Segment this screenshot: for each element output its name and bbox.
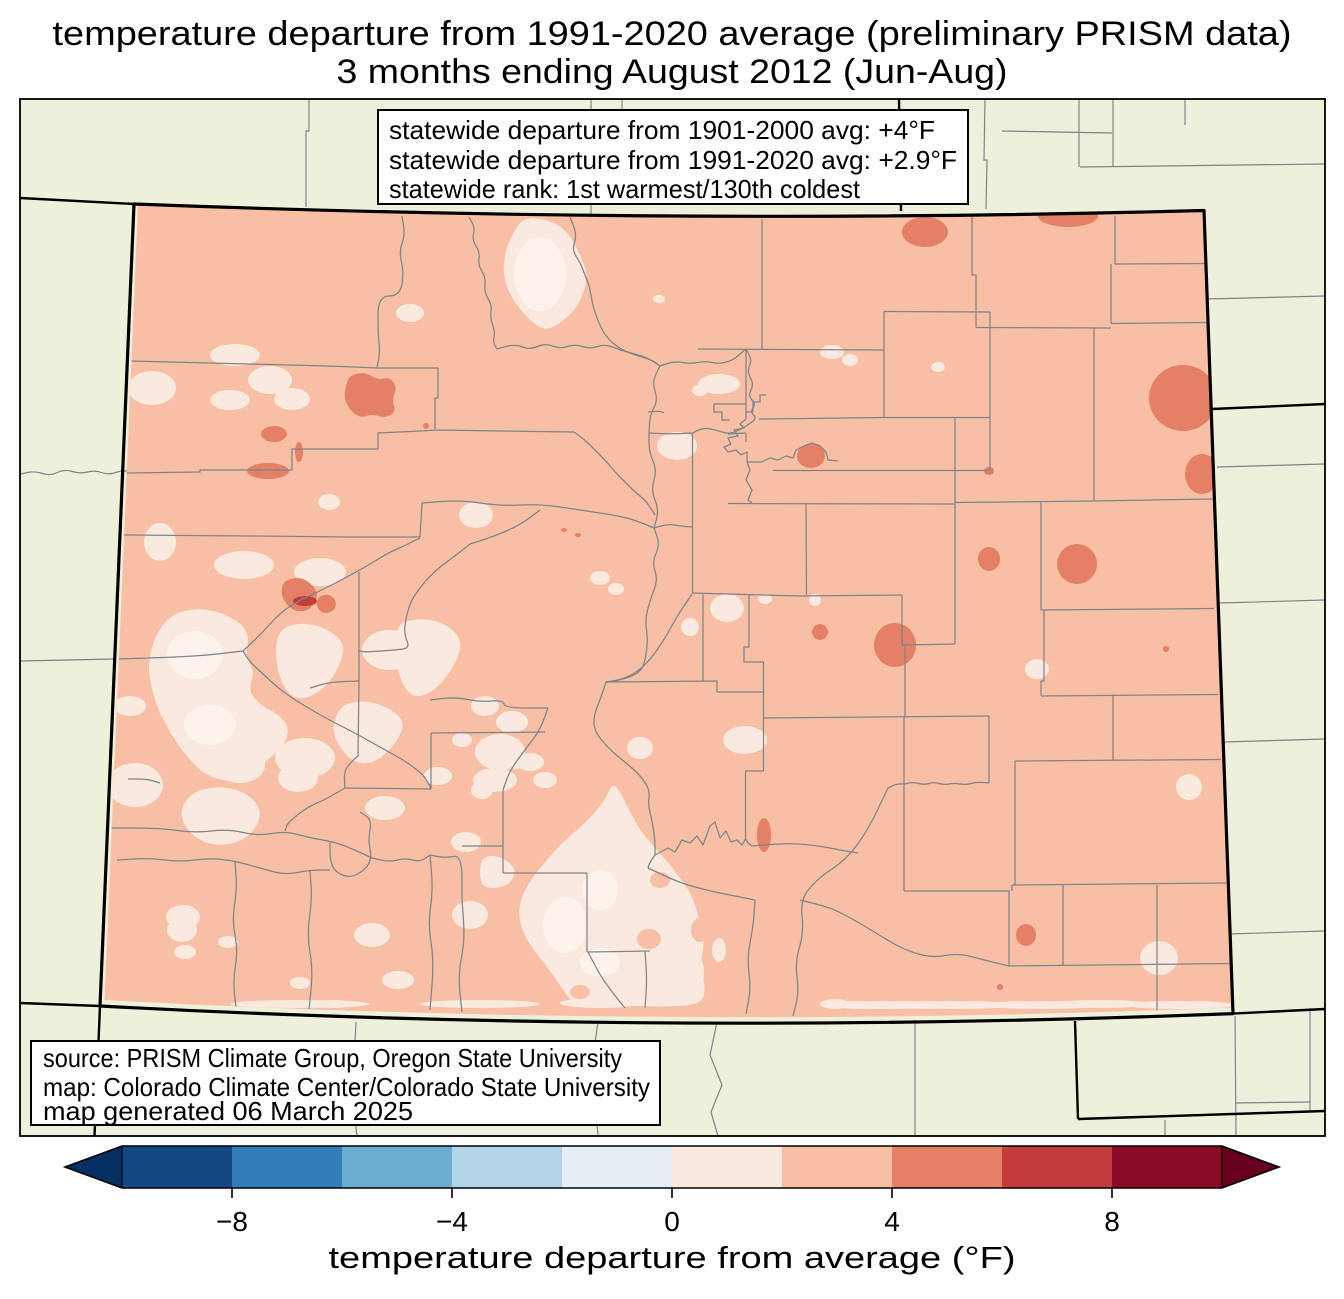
svg-text:map: Colorado Climate Center/C: map: Colorado Climate Center/Colorado St… <box>43 1072 650 1102</box>
svg-text:−8: −8 <box>216 1206 248 1237</box>
svg-text:statewide rank: 1st warmest/13: statewide rank: 1st warmest/130th coldes… <box>389 174 861 204</box>
svg-text:0: 0 <box>664 1206 680 1237</box>
svg-text:4: 4 <box>884 1206 900 1237</box>
svg-text:statewide departure from 1901-: statewide departure from 1901-2000 avg: … <box>389 115 935 145</box>
svg-text:source: PRISM Climate Group, O: source: PRISM Climate Group, Oregon Stat… <box>43 1043 622 1073</box>
svg-text:8: 8 <box>1104 1206 1120 1237</box>
svg-text:map generated 06 March 2025: map generated 06 March 2025 <box>43 1096 413 1126</box>
svg-text:−4: −4 <box>436 1206 468 1237</box>
svg-text:temperature departure from ave: temperature departure from average (°F) <box>329 1240 1016 1275</box>
svg-text:3 months ending August 2012 (J: 3 months ending August 2012 (Jun-Aug) <box>337 53 1008 91</box>
svg-text:statewide departure from 1991-: statewide departure from 1991-2020 avg: … <box>389 145 957 175</box>
svg-text:temperature departure from 199: temperature departure from 1991-2020 ave… <box>53 15 1292 53</box>
